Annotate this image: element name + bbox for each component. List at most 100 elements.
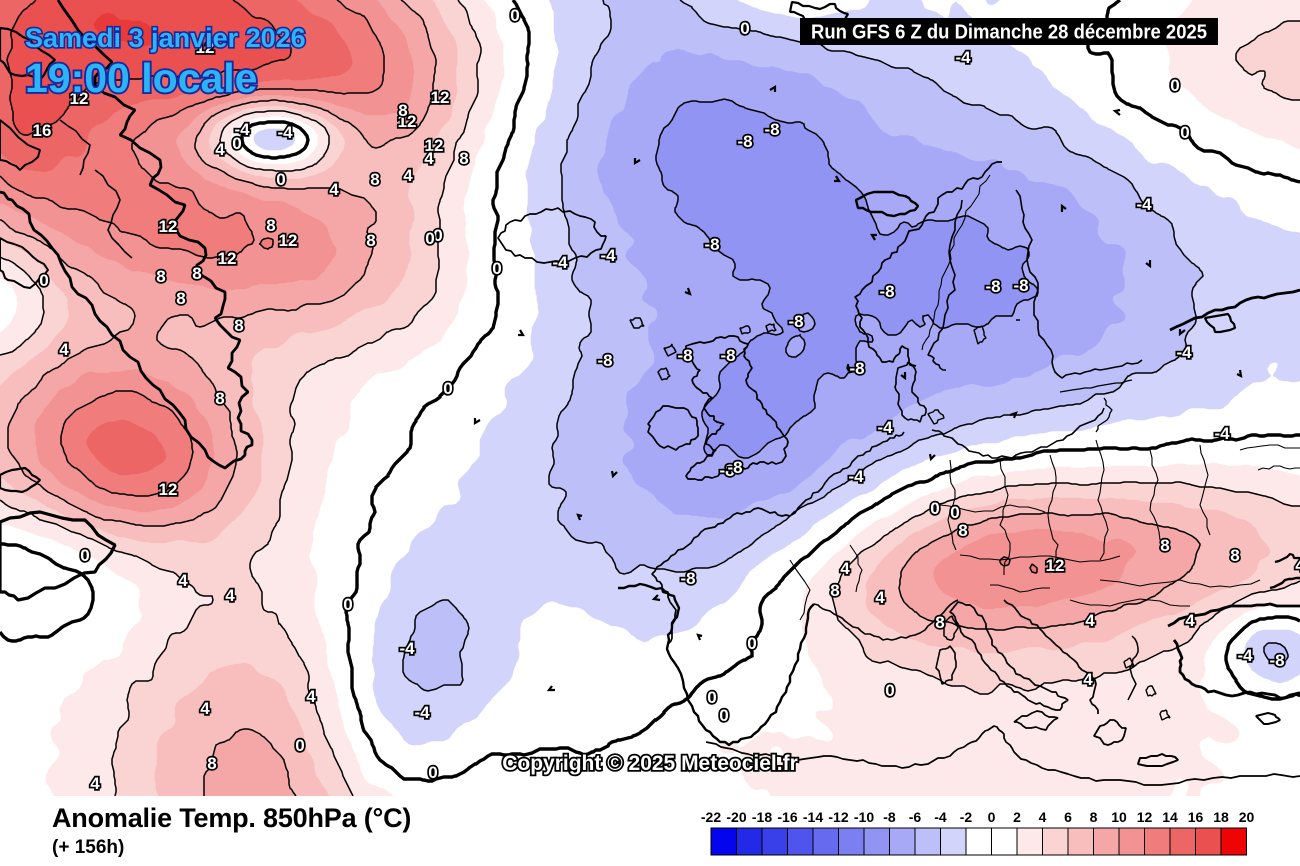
svg-text:4: 4 — [178, 571, 188, 590]
svg-text:12: 12 — [398, 112, 417, 131]
svg-text:-4: -4 — [955, 48, 971, 67]
svg-text:0: 0 — [343, 595, 352, 614]
svg-text:-8: -8 — [985, 277, 1000, 296]
svg-text:4: 4 — [875, 588, 885, 607]
svg-text:0: 0 — [425, 229, 434, 248]
svg-text:12: 12 — [159, 217, 178, 236]
svg-text:-4: -4 — [934, 809, 947, 825]
svg-text:-18: -18 — [752, 809, 772, 825]
svg-text:-4: -4 — [600, 246, 616, 265]
svg-text:8: 8 — [398, 101, 407, 120]
svg-text:-8: -8 — [597, 351, 612, 370]
svg-text:8: 8 — [1230, 546, 1239, 565]
svg-text:-4: -4 — [1136, 195, 1152, 214]
svg-text:0: 0 — [950, 503, 959, 522]
svg-text:8: 8 — [266, 216, 275, 235]
svg-text:4: 4 — [59, 340, 69, 359]
svg-text:-6: -6 — [909, 809, 922, 825]
svg-text:-4: -4 — [552, 253, 568, 272]
svg-text:0: 0 — [885, 681, 894, 700]
svg-text:4: 4 — [403, 166, 413, 185]
svg-text:-4: -4 — [234, 120, 250, 139]
svg-text:4: 4 — [1295, 556, 1300, 575]
svg-text:0: 0 — [433, 226, 442, 245]
svg-text:4: 4 — [840, 559, 850, 578]
svg-text:12: 12 — [196, 38, 215, 57]
svg-text:19:00 locale: 19:00 locale — [25, 55, 258, 101]
svg-text:0: 0 — [80, 546, 89, 565]
svg-text:-20: -20 — [726, 809, 746, 825]
svg-text:4: 4 — [1085, 611, 1095, 630]
svg-text:-8: -8 — [677, 346, 692, 365]
svg-text:Run GFS 6 Z du Dimanche 28 déc: Run GFS 6 Z du Dimanche 28 décembre 2025 — [811, 22, 1207, 44]
svg-text:8: 8 — [1160, 536, 1169, 555]
svg-text:-4: -4 — [1176, 343, 1192, 362]
svg-text:8: 8 — [366, 231, 375, 250]
svg-text:8: 8 — [192, 264, 201, 283]
svg-text:8: 8 — [1090, 809, 1098, 825]
svg-text:10: 10 — [1111, 809, 1127, 825]
svg-text:12: 12 — [159, 480, 178, 499]
svg-text:-10: -10 — [854, 809, 874, 825]
svg-text:-8: -8 — [879, 282, 894, 301]
svg-text:12: 12 — [1137, 809, 1153, 825]
svg-text:4: 4 — [90, 774, 100, 793]
svg-text:-4: -4 — [414, 703, 430, 722]
svg-text:-8: -8 — [727, 458, 742, 477]
svg-text:-8: -8 — [788, 312, 803, 331]
svg-text:4: 4 — [424, 149, 434, 168]
svg-text:-16: -16 — [777, 809, 797, 825]
svg-text:14: 14 — [1162, 809, 1178, 825]
svg-text:-2: -2 — [960, 809, 973, 825]
svg-text:-14: -14 — [803, 809, 823, 825]
svg-text:4: 4 — [1083, 670, 1093, 689]
svg-text:0: 0 — [428, 763, 437, 782]
svg-text:-4: -4 — [848, 467, 864, 486]
svg-text:12: 12 — [218, 249, 237, 268]
svg-text:0: 0 — [295, 736, 304, 755]
svg-text:-8: -8 — [1013, 276, 1028, 295]
svg-text:8: 8 — [176, 289, 185, 308]
svg-text:Copyright © 2025 Meteociel.fr: Copyright © 2025 Meteociel.fr — [502, 752, 798, 775]
svg-text:(+ 156h): (+ 156h) — [52, 837, 124, 858]
svg-text:0: 0 — [707, 688, 716, 707]
svg-text:12: 12 — [425, 136, 444, 155]
svg-text:8: 8 — [215, 389, 224, 408]
svg-text:0: 0 — [747, 634, 756, 653]
svg-text:0: 0 — [492, 259, 501, 278]
svg-text:6: 6 — [1064, 809, 1072, 825]
svg-text:Anomalie Temp. 850hPa (°C): Anomalie Temp. 850hPa (°C) — [52, 803, 411, 833]
svg-text:8: 8 — [156, 267, 165, 286]
svg-text:12: 12 — [70, 89, 89, 108]
svg-text:18: 18 — [1213, 809, 1229, 825]
svg-text:-8: -8 — [680, 569, 695, 588]
svg-text:4: 4 — [306, 687, 316, 706]
svg-text:-4: -4 — [1214, 424, 1230, 443]
svg-text:4: 4 — [1185, 611, 1195, 630]
svg-text:-4: -4 — [1237, 646, 1253, 665]
svg-text:8: 8 — [370, 170, 379, 189]
svg-text:0: 0 — [1170, 76, 1179, 95]
svg-text:-4: -4 — [877, 418, 893, 437]
svg-text:8: 8 — [830, 581, 839, 600]
svg-text:0: 0 — [988, 809, 996, 825]
svg-text:-8: -8 — [737, 132, 752, 151]
svg-text:8: 8 — [234, 316, 243, 335]
svg-text:-22: -22 — [701, 809, 721, 825]
svg-text:-12: -12 — [828, 809, 848, 825]
svg-text:8: 8 — [459, 149, 468, 168]
svg-text:4: 4 — [215, 140, 225, 159]
svg-text:8: 8 — [207, 754, 216, 773]
svg-text:0: 0 — [276, 170, 285, 189]
svg-text:Samedi 3 janvier 2026: Samedi 3 janvier 2026 — [25, 23, 306, 53]
svg-text:0: 0 — [930, 499, 939, 518]
svg-text:-8: -8 — [719, 461, 734, 480]
svg-text:-8: -8 — [883, 809, 896, 825]
svg-text:2: 2 — [1013, 809, 1021, 825]
svg-text:-4: -4 — [399, 639, 415, 658]
svg-text:12: 12 — [1046, 556, 1065, 575]
svg-text:12: 12 — [279, 231, 298, 250]
svg-text:0: 0 — [232, 134, 241, 153]
svg-text:0: 0 — [719, 706, 728, 725]
svg-text:-8: -8 — [849, 359, 864, 378]
